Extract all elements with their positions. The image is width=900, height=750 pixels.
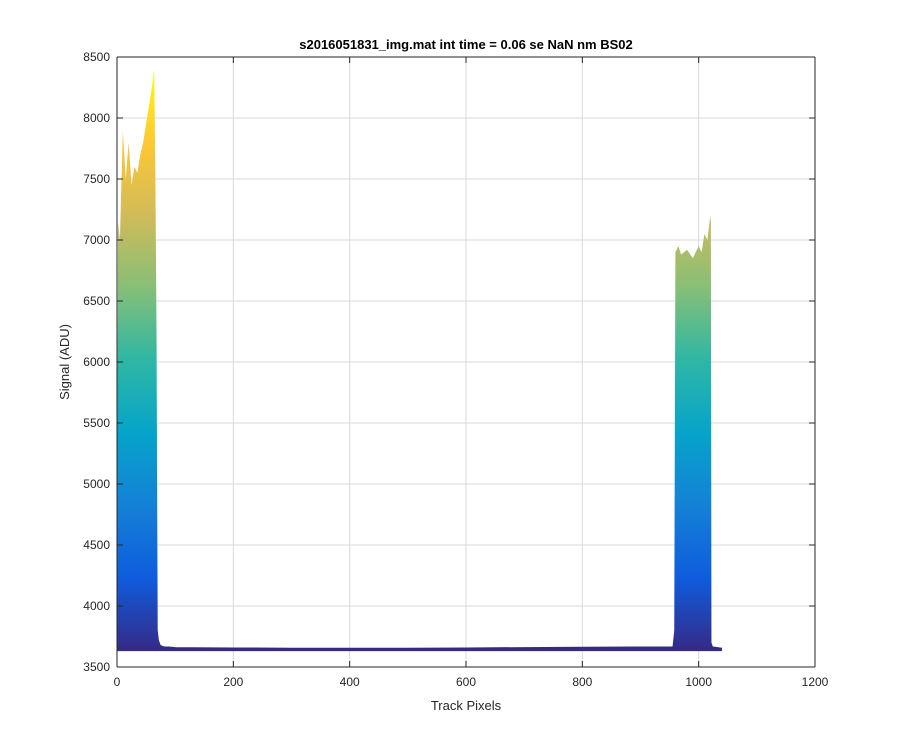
x-tick-label: 1200 [802, 675, 829, 689]
y-tick-label: 7000 [83, 233, 110, 247]
y-tick-label: 6000 [83, 355, 110, 369]
x-tick-label: 800 [572, 675, 592, 689]
signal-baseline-line [117, 646, 723, 650]
y-tick-label: 3500 [83, 660, 110, 674]
y-tick-label: 8500 [83, 50, 110, 64]
x-tick-label: 1000 [685, 675, 712, 689]
y-tick-label: 5500 [83, 416, 110, 430]
chart-title: s2016051831_img.mat int time = 0.06 se N… [299, 37, 633, 52]
y-axis-label: Signal (ADU) [57, 324, 72, 400]
x-tick-label: 200 [223, 675, 243, 689]
ticks: 0 200 400 600 800 1000 1200 3500 4000 4500 5000 550… [83, 50, 828, 689]
x-axis-label: Track Pixels [431, 698, 502, 713]
x-tick-label: 600 [456, 675, 476, 689]
y-tick-label: 4500 [83, 538, 110, 552]
y-tick-label: 5000 [83, 477, 110, 491]
y-tick-label: 6500 [83, 294, 110, 308]
x-tick-label: 400 [340, 675, 360, 689]
x-tick-label: 0 [114, 675, 121, 689]
y-tick-label: 8000 [83, 111, 110, 125]
data-layer [117, 69, 723, 652]
y-tick-label: 7500 [83, 172, 110, 186]
y-tick-label: 4000 [83, 599, 110, 613]
